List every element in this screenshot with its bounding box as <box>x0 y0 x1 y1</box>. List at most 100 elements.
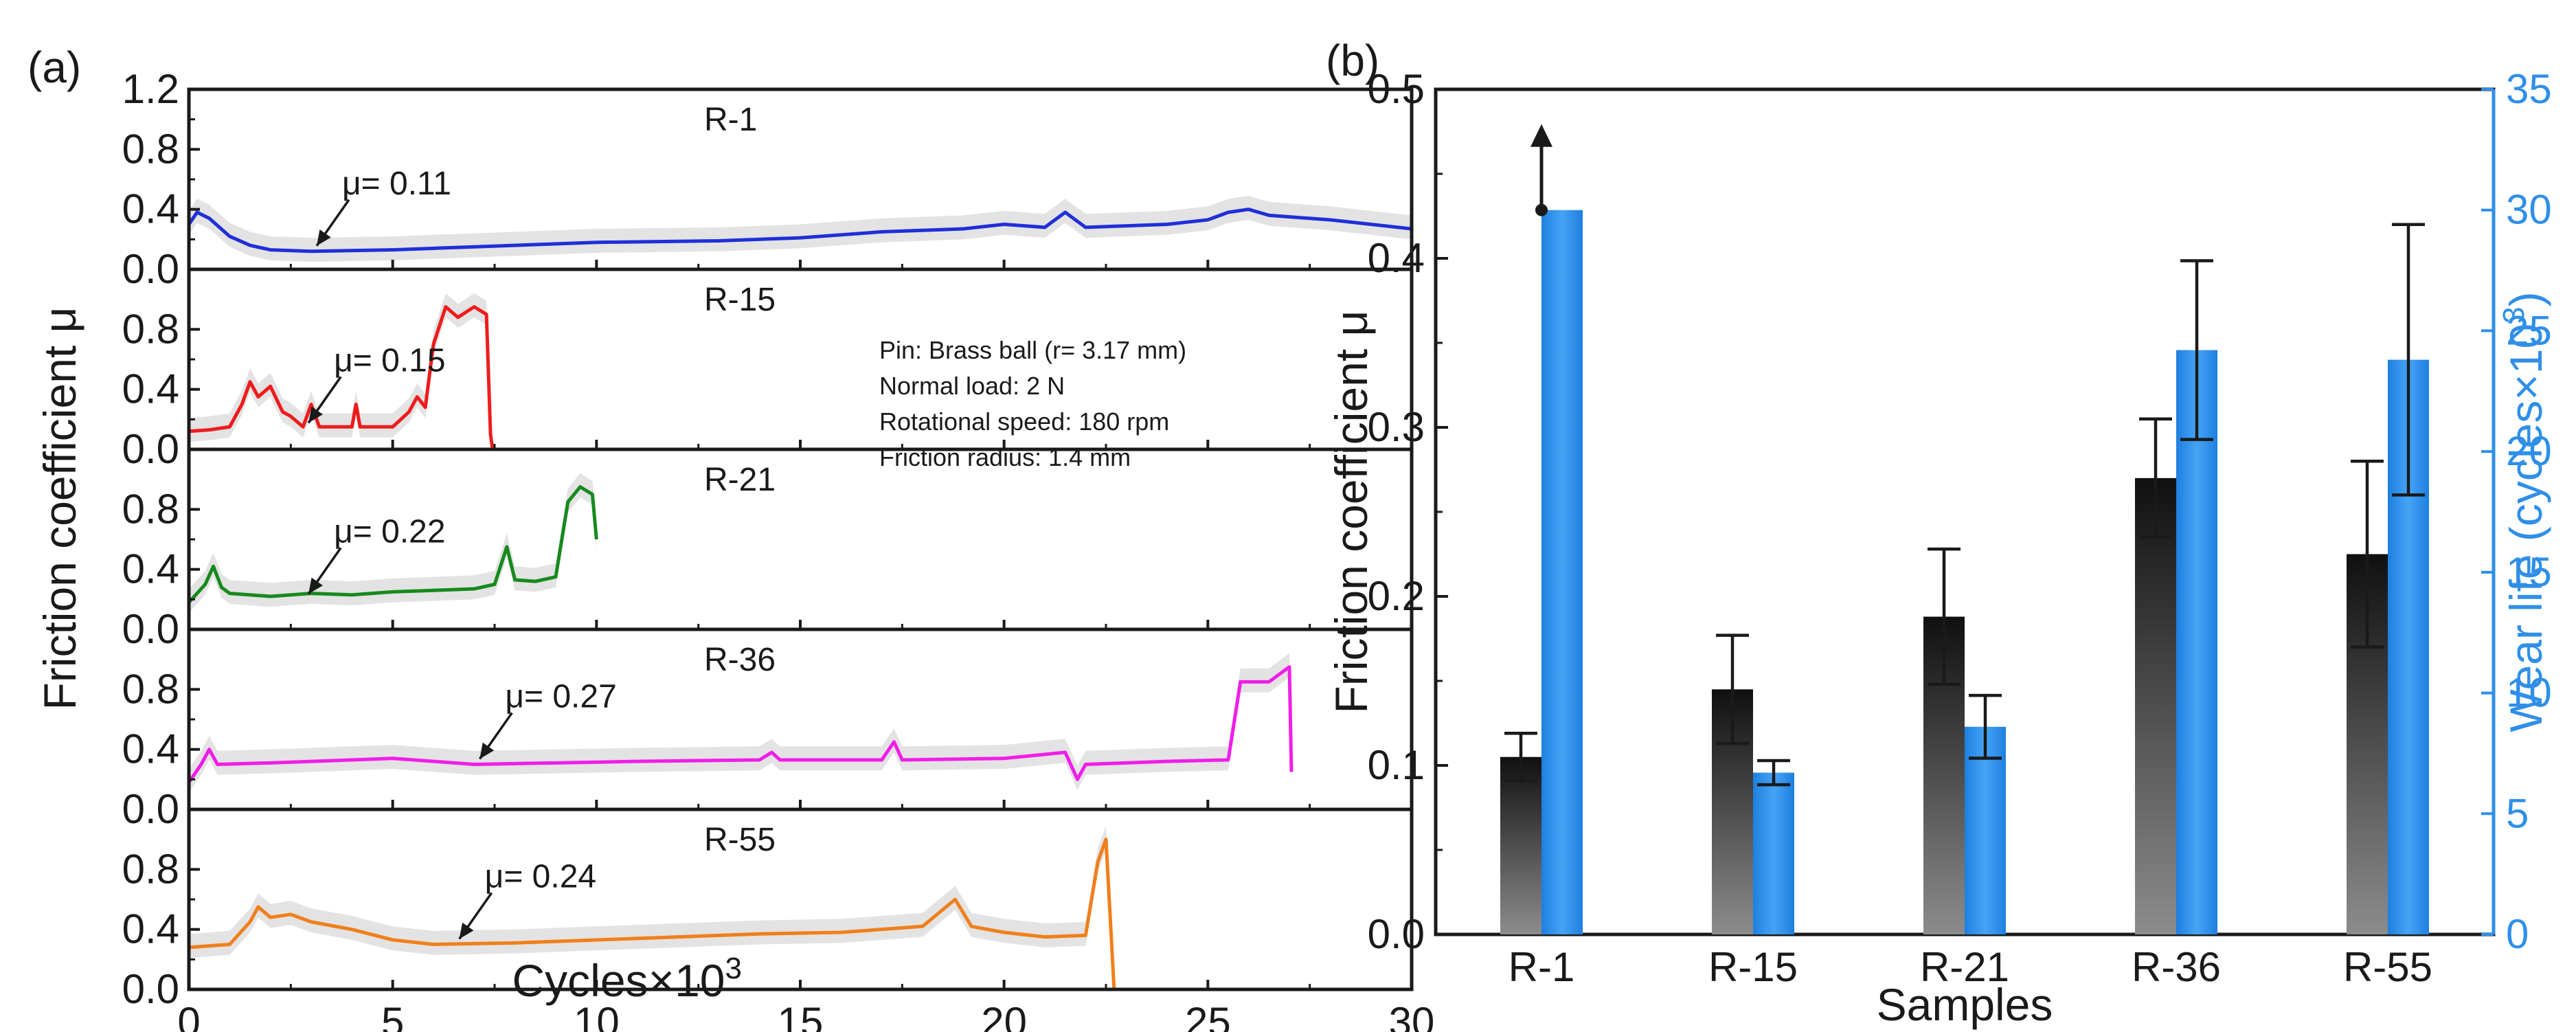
x-tick-label: 0 <box>177 999 200 1032</box>
panel-b-bar-chart: (b) 0.0 0.1 0.2 0.3 0.4 0.5 0 5 10 15 20 25 30 35 R-1 R… <box>1326 36 2552 1030</box>
x-tick-label: 25 <box>1185 999 1231 1032</box>
condition-speed: Rotational speed: 180 rpm <box>879 407 1169 436</box>
panel-b-y-axis-title-left: Friction coefficient μ <box>1326 310 1377 713</box>
y-tick-label: 0.0 <box>122 786 179 832</box>
friction-error-bar <box>2139 417 2172 539</box>
y-tick-label: 1.2 <box>122 66 179 112</box>
right-y-tick-label: 0 <box>2506 911 2529 957</box>
x-tick-label: 30 <box>1389 999 1435 1032</box>
right-y-tick-label: 25 <box>2506 307 2552 353</box>
mu-annotation: μ= 0.11 <box>342 166 451 202</box>
friction-error-bar <box>1928 547 1961 686</box>
left-y-tick-label: 0.3 <box>1368 404 1425 450</box>
right-y-tick-label: 5 <box>2506 790 2529 836</box>
right-y-tick-label: 10 <box>2506 670 2552 716</box>
y-tick-label: 0.0 <box>122 246 179 292</box>
variation-band <box>189 196 1412 262</box>
category-label: R-21 <box>1920 944 2009 990</box>
y-tick-label: 0.4 <box>122 366 179 412</box>
subplot-r-1: 0.0 0.4 0.8 1.2 R-1 μ= 0.11 <box>122 66 1414 292</box>
series-label: R-55 <box>704 822 776 858</box>
wear-life-bar-r-15 <box>1753 772 1794 934</box>
mu-annotation: μ= 0.24 <box>485 859 596 895</box>
wear-life-bar-r-36 <box>2176 350 2217 934</box>
lower-bound-arrow-head <box>1530 124 1552 147</box>
subplot-r-36: 0.0 0.4 0.8 R-36 μ= 0.27 <box>122 627 1414 832</box>
right-y-tick-label: 35 <box>2506 66 2552 112</box>
panel-b-y-axis-title-right: Wear life (cycles×103) <box>2497 291 2551 732</box>
y-tick-label: 0.0 <box>122 426 179 472</box>
subplot-r-21: 0.0 0.4 0.8 R-21 μ= 0.22 <box>122 447 1414 652</box>
y-tick-label: 0.4 <box>122 906 179 952</box>
wear-life-bar-r-21 <box>1965 726 2006 934</box>
mu-arrow-head <box>308 406 323 423</box>
right-y-tick-label: 15 <box>2506 549 2552 595</box>
friction-bar-r-1 <box>1500 756 1541 934</box>
y-tick-label: 0.4 <box>122 186 179 232</box>
panel-a-label: (a) <box>27 43 81 92</box>
panel-b-x-axis-title: Samples <box>1877 979 2053 1030</box>
panel-a-friction-traces: (a) 0.0 0.4 0.8 1.2 R-1 μ= 0.11 0.0 0.4 0.8 R-15 μ… <box>27 43 1434 1032</box>
subplot-frame <box>187 807 1414 991</box>
series-label: R-21 <box>704 462 776 498</box>
y-tick-label: 0.8 <box>122 666 179 712</box>
variation-band <box>189 293 493 449</box>
left-y-tick-label: 0.4 <box>1368 235 1425 281</box>
mu-arrow-head <box>479 742 495 759</box>
y-tick-label: 0.4 <box>122 546 179 592</box>
y-tick-label: 0.4 <box>122 726 179 772</box>
left-y-tick-label: 0.1 <box>1368 742 1425 788</box>
friction-error-bar <box>1504 732 1537 783</box>
variation-band <box>189 826 1114 989</box>
subplot-frame <box>187 627 1414 811</box>
y-tick-label: 0.8 <box>122 846 179 892</box>
series-label: R-1 <box>704 102 757 138</box>
panel-b-label: (b) <box>1326 36 1379 85</box>
mu-annotation: μ= 0.15 <box>334 342 445 379</box>
friction-trace-r-36 <box>187 665 1293 784</box>
category-label: R-15 <box>1708 944 1798 990</box>
right-y-tick-label: 30 <box>2506 187 2552 233</box>
left-y-tick-label: 0.0 <box>1368 911 1425 957</box>
friction-bar-r-36 <box>2135 478 2176 934</box>
y-tick-label: 0.0 <box>122 966 179 1012</box>
category-label: R-36 <box>2132 944 2221 990</box>
variation-band <box>189 473 597 613</box>
x-tick-label: 10 <box>574 999 620 1032</box>
series-label: R-15 <box>704 282 776 318</box>
series-label: R-36 <box>704 642 776 678</box>
wear-error-bar <box>2180 259 2213 441</box>
left-y-tick-label: 0.5 <box>1368 66 1425 112</box>
y-tick-label: 0.0 <box>122 606 179 652</box>
wear-life-bar-r-1 <box>1541 210 1583 934</box>
mu-annotation: μ= 0.22 <box>334 513 445 550</box>
category-label: R-55 <box>2343 944 2432 990</box>
wear-error-bar <box>1969 693 2002 760</box>
friction-trace-r-15 <box>188 305 495 450</box>
mu-annotation: μ= 0.27 <box>505 679 616 715</box>
condition-pin: Pin: Brass ball (r= 3.17 mm) <box>879 336 1186 364</box>
mu-arrow-head <box>459 922 474 939</box>
category-label: R-1 <box>1509 944 1575 990</box>
friction-trace-r-1 <box>187 207 1412 254</box>
x-tick-label: 20 <box>981 999 1027 1032</box>
panel-a-y-axis-title: Friction coefficient μ <box>34 306 85 710</box>
friction-trace-r-55 <box>188 838 1116 990</box>
subplot-r-55: 0.0 0.4 0.8 R-55 μ= 0.24 <box>122 807 1414 1012</box>
friction-trace-r-21 <box>188 485 598 604</box>
left-y-tick-label: 0.2 <box>1368 573 1425 619</box>
mu-arrow-head <box>308 577 323 594</box>
wear-error-bar <box>1757 759 1790 787</box>
test-conditions-text: Pin: Brass ball (r= 3.17 mm) Normal load… <box>879 336 1186 471</box>
x-tick-label: 5 <box>381 999 404 1032</box>
mu-arrow-head <box>317 229 331 246</box>
wear-error-bar <box>2392 223 2425 497</box>
condition-radius: Friction radius: 1.4 mm <box>879 443 1131 471</box>
friction-error-bar <box>2351 459 2384 649</box>
right-y-tick-label: 20 <box>2506 428 2552 474</box>
y-tick-label: 0.8 <box>122 126 179 172</box>
y-tick-label: 0.8 <box>122 486 179 532</box>
friction-error-bar <box>1716 633 1749 745</box>
subplot-r-15: 0.0 0.4 0.8 R-15 μ= 0.15 <box>122 267 1414 472</box>
